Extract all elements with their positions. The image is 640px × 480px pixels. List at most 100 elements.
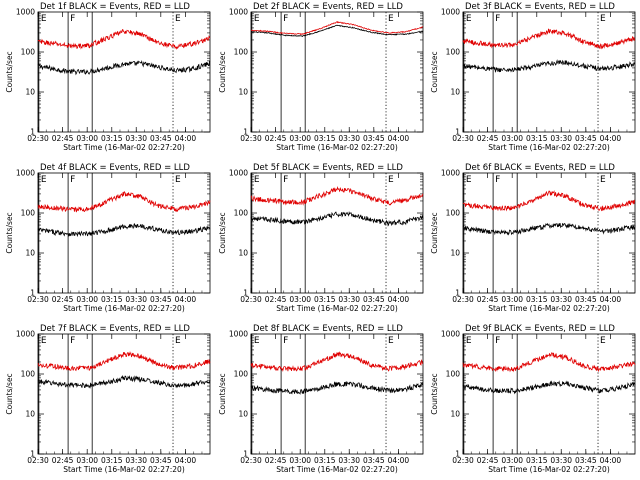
plot-frame: [462, 172, 636, 294]
time-marker-label: E: [388, 175, 394, 185]
panel-title: Det 5f BLACK = Events, RED = LLD: [253, 163, 403, 173]
lld-series-line: [37, 351, 211, 372]
y-axis-label: Counts/sec: [5, 212, 14, 253]
events-series-line: [37, 59, 211, 76]
time-marker-label: E: [254, 336, 260, 346]
x-tick-label: 03:00: [76, 295, 98, 304]
panel-title: Det 4f BLACK = Events, RED = LLD: [40, 163, 190, 173]
y-axis-label: Counts/sec: [218, 373, 227, 414]
y-tick-label: 1000: [16, 8, 35, 17]
time-marker-label: E: [41, 14, 47, 24]
time-marker-label: F: [495, 175, 500, 185]
x-tick-label: 03:30: [338, 456, 360, 465]
x-tick-label: 02:30: [240, 295, 262, 304]
x-axis-label: Start Time (16-Mar-02 02:27:20): [488, 143, 610, 152]
y-tick-label: 1000: [229, 330, 248, 339]
events-series-line: [462, 59, 636, 73]
x-tick-label: 03:15: [526, 295, 548, 304]
x-tick-label: 04:00: [388, 456, 410, 465]
time-marker-label: F: [495, 14, 500, 24]
time-marker-label: E: [254, 14, 260, 24]
x-tick-label: 03:15: [314, 295, 336, 304]
x-tick-label: 04:00: [600, 456, 622, 465]
plot-frame: [37, 333, 211, 455]
x-tick-label: 02:45: [52, 134, 74, 143]
y-tick-label: 10: [450, 88, 460, 97]
x-tick-label: 04:00: [388, 134, 410, 143]
x-tick-label: 03:00: [501, 134, 523, 143]
chart-panel-3: Det 3f BLACK = Events, RED = LLD 1 10 100 10…: [430, 2, 636, 152]
time-marker-label: F: [283, 336, 288, 346]
x-tick-label: 03:30: [550, 295, 572, 304]
x-tick-label: 03:15: [314, 456, 336, 465]
panel-title: Det 2f BLACK = Events, RED = LLD: [253, 2, 403, 12]
events-series-line: [250, 211, 424, 227]
y-tick-label: 1: [243, 128, 248, 137]
y-tick-label: 100: [446, 209, 461, 218]
time-marker-label: F: [70, 175, 75, 185]
y-tick-label: 10: [238, 249, 248, 258]
x-tick-label: 03:00: [501, 456, 523, 465]
y-axis-label: Counts/sec: [218, 212, 227, 253]
x-axis-label: Start Time (16-Mar-02 02:27:20): [63, 465, 185, 474]
y-tick-label: 1000: [16, 330, 35, 339]
y-tick-label: 10: [450, 249, 460, 258]
y-tick-label: 100: [234, 48, 249, 57]
y-axis-label: Counts/sec: [430, 51, 439, 92]
lld-series-line: [37, 28, 211, 50]
chart-panel-6: Det 6f BLACK = Events, RED = LLD 1 10 100 10…: [430, 163, 636, 313]
plot-frame: [250, 333, 424, 455]
x-tick-label: 02:30: [27, 456, 49, 465]
y-tick-label: 1: [455, 289, 460, 298]
time-marker-label: F: [70, 14, 75, 24]
chart-panel-9: Det 9f BLACK = Events, RED = LLD 1 10 100 10…: [430, 324, 636, 474]
panel-title: Det 9f BLACK = Events, RED = LLD: [465, 324, 615, 334]
events-series-line: [250, 24, 424, 37]
chart-panel-7: Det 7f BLACK = Events, RED = LLD 1 10 100 10…: [5, 324, 211, 474]
time-marker-label: E: [388, 14, 394, 24]
events-series-line: [37, 374, 211, 389]
x-tick-label: 03:00: [501, 295, 523, 304]
panel-title: Det 1f BLACK = Events, RED = LLD: [40, 2, 190, 12]
x-tick-label: 04:00: [175, 295, 197, 304]
lld-series-line: [250, 185, 424, 206]
time-marker-label: E: [466, 14, 472, 24]
x-tick-label: 02:30: [27, 295, 49, 304]
lld-series-line: [37, 191, 211, 213]
x-tick-label: 03:15: [314, 134, 336, 143]
x-tick-label: 02:30: [240, 456, 262, 465]
x-axis-label: Start Time (16-Mar-02 02:27:20): [63, 143, 185, 152]
y-tick-label: 1: [30, 289, 35, 298]
y-tick-label: 100: [446, 48, 461, 57]
y-tick-label: 100: [21, 209, 36, 218]
plot-frame: [37, 11, 211, 133]
x-tick-label: 02:45: [477, 456, 499, 465]
time-marker-label: F: [283, 14, 288, 24]
x-tick-label: 03:30: [338, 134, 360, 143]
x-tick-label: 02:45: [52, 456, 74, 465]
x-tick-label: 04:00: [388, 295, 410, 304]
y-tick-label: 100: [21, 48, 36, 57]
plot-frame: [462, 11, 636, 133]
time-marker-label: E: [600, 14, 606, 24]
x-tick-label: 02:45: [477, 134, 499, 143]
x-tick-label: 03:00: [289, 134, 311, 143]
x-tick-label: 03:45: [150, 456, 172, 465]
y-axis-label: Counts/sec: [430, 373, 439, 414]
x-tick-label: 02:30: [240, 134, 262, 143]
x-tick-label: 03:15: [101, 456, 123, 465]
x-tick-label: 04:00: [600, 134, 622, 143]
x-tick-label: 03:30: [125, 134, 147, 143]
x-tick-label: 03:45: [575, 456, 597, 465]
x-tick-label: 04:00: [600, 295, 622, 304]
x-axis-label: Start Time (16-Mar-02 02:27:20): [488, 465, 610, 474]
time-marker-label: E: [175, 14, 181, 24]
x-tick-label: 03:45: [575, 134, 597, 143]
x-tick-label: 02:30: [27, 134, 49, 143]
x-tick-label: 02:45: [477, 295, 499, 304]
y-tick-label: 100: [234, 209, 249, 218]
y-tick-label: 1000: [441, 169, 460, 178]
chart-panel-4: Det 4f BLACK = Events, RED = LLD 1 10 100 10…: [5, 163, 211, 313]
y-tick-label: 1000: [16, 169, 35, 178]
y-axis-label: Counts/sec: [5, 373, 14, 414]
